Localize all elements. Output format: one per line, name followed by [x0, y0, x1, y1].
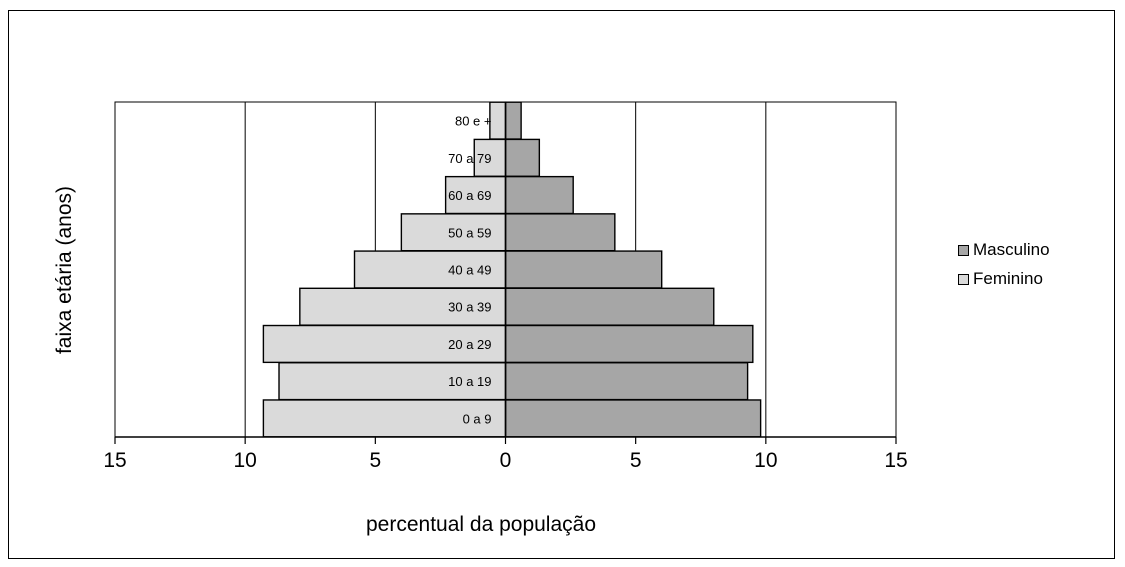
bar-feminino-8: [489, 101, 507, 140]
x-tick-label-2: 5: [369, 449, 381, 472]
bar-masculino-0: [504, 399, 762, 438]
bar-masculino-8: [504, 101, 522, 140]
category-label-0: 0 a 9: [463, 411, 492, 426]
legend-item-feminino: Feminino: [958, 267, 1050, 291]
category-label-7: 70 a 79: [448, 151, 491, 166]
category-labels: 0 a 9 10 a 19 20 a 29 30 a 39 40 a 49 50 a 59…: [448, 114, 491, 427]
bar-masculino-3: [504, 287, 715, 326]
y-axis-label: faixa etária (anos): [53, 186, 76, 354]
bar-masculino-7: [504, 138, 541, 177]
legend: Masculino Feminino: [958, 238, 1050, 296]
x-tick-label-3: 0: [500, 449, 512, 472]
legend-item-masculino: Masculino: [958, 238, 1050, 262]
bar-masculino-2: [504, 324, 754, 364]
x-tick-label-4: 5: [630, 449, 642, 472]
x-axis: 15 10 5 0 5 10 15: [103, 102, 908, 472]
category-label-6: 60 a 69: [448, 188, 491, 203]
legend-swatch-masculino: [958, 244, 969, 256]
bar-masculino-1: [504, 362, 749, 401]
bars: [262, 101, 762, 438]
category-label-5: 50 a 59: [448, 225, 491, 240]
category-label-3: 30 a 39: [448, 300, 491, 315]
category-label-1: 10 a 19: [448, 374, 491, 389]
legend-label-masculino: Masculino: [973, 240, 1050, 259]
x-axis-label: percentual da população: [366, 513, 596, 536]
bar-masculino-5: [504, 213, 616, 252]
legend-swatch-feminino: [958, 273, 969, 285]
x-tick-label-6: 15: [884, 449, 907, 472]
bar-feminino-0: [262, 399, 507, 438]
bar-feminino-7: [473, 138, 507, 177]
legend-label-feminino: Feminino: [973, 269, 1043, 288]
x-tick-label-0: 15: [103, 449, 126, 472]
category-label-4: 40 a 49: [448, 263, 491, 278]
bar-masculino-4: [504, 250, 663, 289]
category-label-2: 20 a 29: [448, 337, 491, 352]
bar-masculino-6: [504, 175, 574, 215]
x-tick-label-5: 10: [754, 449, 777, 472]
bar-feminino-1: [278, 362, 507, 401]
category-label-8: 80 e +: [455, 114, 492, 129]
bar-feminino-4: [353, 250, 507, 289]
x-tick-label-1: 10: [233, 449, 256, 472]
